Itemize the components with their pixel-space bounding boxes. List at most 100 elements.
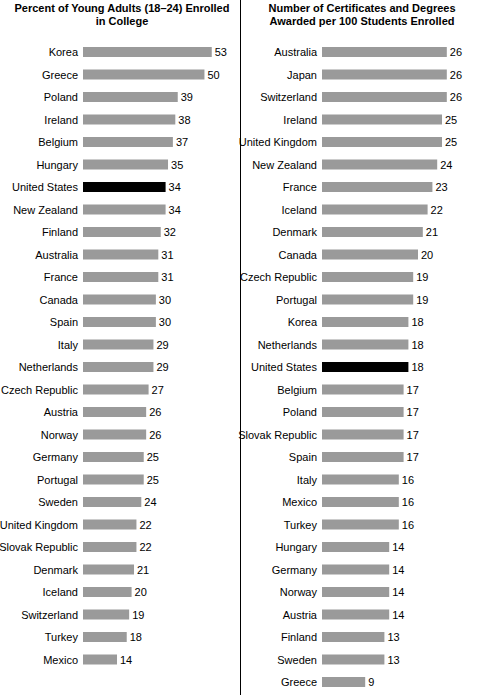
data-label: 24 [440, 159, 452, 171]
category-label: Italy [297, 474, 318, 486]
bar [83, 430, 146, 440]
category-label: Italy [58, 339, 79, 351]
data-label: 9 [368, 676, 374, 688]
category-label: Korea [49, 46, 79, 58]
bar [322, 70, 447, 80]
data-label: 27 [152, 384, 164, 396]
data-label: 18 [130, 631, 142, 643]
bar [322, 565, 389, 575]
data-label: 34 [169, 181, 181, 193]
category-label: Spain [289, 451, 317, 463]
bar [322, 317, 408, 327]
data-label: 14 [120, 654, 132, 666]
bar [322, 115, 442, 125]
title: Percent of Young Adults (18–24) Enrolled… [15, 2, 230, 27]
bar [322, 385, 404, 395]
data-label: 26 [149, 429, 161, 441]
bar [83, 182, 166, 192]
category-label: Czech Republic [240, 271, 318, 283]
bar [83, 520, 136, 530]
category-label: Poland [283, 406, 317, 418]
category-label: United States [12, 181, 79, 193]
bar [322, 452, 404, 462]
bar [83, 655, 117, 665]
data-label: 29 [156, 339, 168, 351]
bar [83, 385, 149, 395]
category-label: New Zealand [13, 204, 78, 216]
category-label: Germany [33, 451, 79, 463]
category-label: Austria [283, 609, 318, 621]
bar [322, 205, 428, 215]
data-label: 18 [411, 339, 423, 351]
bar [322, 340, 408, 350]
data-label: 26 [450, 91, 462, 103]
data-label: 50 [207, 69, 219, 81]
figure: Percent of Young Adults (18–24) Enrolled… [0, 0, 480, 695]
panel: Percent of Young Adults (18–24) Enrolled… [0, 2, 229, 666]
data-label: 31 [161, 249, 173, 261]
data-label: 19 [416, 294, 428, 306]
category-label: Switzerland [260, 91, 317, 103]
category-label: Canada [278, 249, 317, 261]
category-label: Iceland [282, 204, 317, 216]
bar [322, 430, 404, 440]
bar [322, 92, 447, 102]
bar [83, 295, 156, 305]
bar [83, 317, 156, 327]
bar [83, 632, 127, 642]
category-label: Korea [288, 316, 318, 328]
category-label: Ireland [283, 114, 317, 126]
divider [240, 0, 241, 695]
bar [322, 475, 399, 485]
bar [83, 452, 144, 462]
data-label: 14 [392, 541, 404, 553]
data-label: 25 [445, 114, 457, 126]
category-label: Turkey [45, 631, 79, 643]
data-label: 26 [450, 46, 462, 58]
category-label: Finland [42, 226, 78, 238]
data-label: 13 [387, 654, 399, 666]
bar [83, 407, 146, 417]
category-label: France [44, 271, 78, 283]
category-label: Poland [44, 91, 78, 103]
bar [83, 475, 144, 485]
bar [83, 340, 153, 350]
bar [83, 227, 161, 237]
bar [322, 587, 389, 597]
data-label: 19 [416, 271, 428, 283]
data-label: 35 [171, 159, 183, 171]
data-label: 38 [178, 114, 190, 126]
category-label: Mexico [43, 654, 78, 666]
category-label: Portugal [37, 474, 78, 486]
category-label: United Kingdom [0, 519, 78, 531]
panel: Number of Certificates and DegreesAwarde… [238, 2, 462, 688]
data-label: 31 [161, 271, 173, 283]
bar [83, 565, 134, 575]
data-label: 13 [387, 631, 399, 643]
data-label: 16 [402, 474, 414, 486]
category-label: Austria [44, 406, 79, 418]
category-label: Japan [287, 69, 317, 81]
category-label: Australia [35, 249, 79, 261]
data-label: 24 [144, 496, 156, 508]
bar [83, 160, 168, 170]
bar [83, 70, 204, 80]
category-label: Turkey [284, 519, 318, 531]
data-label: 22 [431, 204, 443, 216]
category-label: Belgium [277, 384, 317, 396]
bar [322, 182, 432, 192]
data-label: 25 [147, 474, 159, 486]
category-label: Sweden [277, 654, 317, 666]
bar [322, 362, 408, 372]
bar [322, 250, 418, 260]
bar [322, 272, 413, 282]
data-label: 17 [407, 429, 419, 441]
category-label: Czech Republic [1, 384, 79, 396]
data-label: 25 [147, 451, 159, 463]
category-label: Denmark [272, 226, 317, 238]
data-label: 26 [149, 406, 161, 418]
category-label: Slovak Republic [238, 429, 317, 441]
category-label: Finland [281, 631, 317, 643]
data-label: 20 [421, 249, 433, 261]
category-label: Ireland [44, 114, 78, 126]
